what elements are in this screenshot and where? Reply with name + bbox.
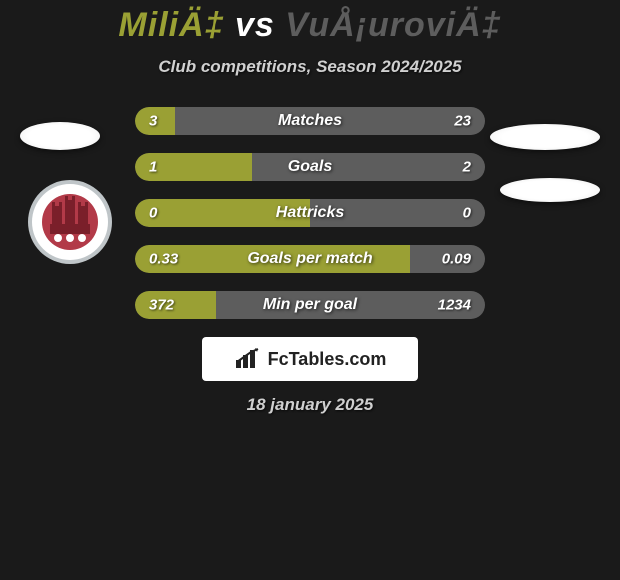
- value-right: 23: [454, 113, 471, 130]
- stat-label: Matches: [278, 112, 342, 130]
- brand-text: FcTables.com: [268, 349, 387, 370]
- value-left: 372: [149, 297, 174, 314]
- stats-bars: 3 23 Matches 1 2 Goals 0 0 Hattricks 0.33 0.09 Goal…: [135, 107, 485, 319]
- brand-box[interactable]: FcTables.com: [202, 337, 418, 381]
- stat-row: 0.33 0.09 Goals per match: [135, 245, 485, 273]
- club-badge: [28, 180, 112, 264]
- vs-text: vs: [235, 6, 285, 44]
- value-right: 1234: [438, 297, 471, 314]
- chart-icon: [234, 348, 262, 370]
- fill-right: [252, 153, 485, 181]
- player2-name: VuÅ¡uroviÄ‡: [285, 6, 501, 44]
- fill-left: [135, 291, 216, 319]
- stat-label: Hattricks: [276, 204, 344, 222]
- page-title: MiliÄ‡ vs VuÅ¡uroviÄ‡: [0, 6, 620, 45]
- subtitle: Club competitions, Season 2024/2025: [0, 57, 620, 77]
- value-right: 0: [463, 205, 471, 222]
- stat-label: Goals per match: [247, 250, 372, 268]
- value-right: 2: [463, 159, 471, 176]
- stat-row: 1 2 Goals: [135, 153, 485, 181]
- stat-row: 3 23 Matches: [135, 107, 485, 135]
- player1-name: MiliÄ‡: [118, 6, 224, 44]
- ellipse-top-right: [490, 124, 600, 150]
- stat-label: Min per goal: [263, 296, 357, 314]
- value-left: 1: [149, 159, 157, 176]
- value-left: 0: [149, 205, 157, 222]
- date: 18 january 2025: [0, 395, 620, 415]
- value-left: 3: [149, 113, 157, 130]
- stat-row: 372 1234 Min per goal: [135, 291, 485, 319]
- stat-label: Goals: [288, 158, 332, 176]
- value-right: 0.09: [442, 251, 471, 268]
- stat-row: 0 0 Hattricks: [135, 199, 485, 227]
- ellipse-top-left: [20, 122, 100, 150]
- value-left: 0.33: [149, 251, 178, 268]
- ellipse-mid-right: [500, 178, 600, 202]
